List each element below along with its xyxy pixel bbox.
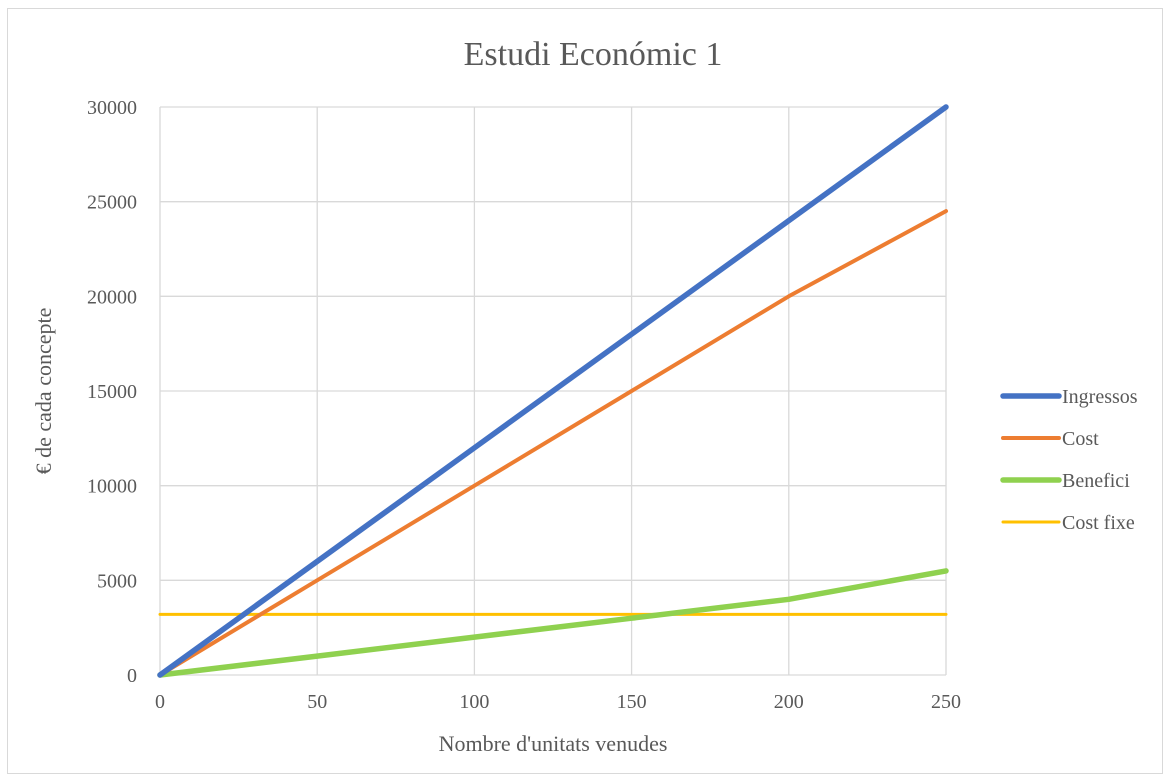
x-tick-label: 250 [931, 691, 961, 713]
y-axis-label: € de cada concepte [31, 308, 56, 475]
legend-item: Cost fixe [1003, 512, 1135, 534]
y-tick-label: 0 [127, 665, 137, 687]
x-tick-label: 100 [459, 691, 489, 713]
y-axis-ticks: 0 5000 10000 15000 20000 25000 30000 [87, 97, 137, 687]
legend-item: Benefici [1003, 470, 1130, 492]
legend: Ingressos Cost Benefici Cost fixe [1003, 386, 1138, 534]
chart-title: Estudi Económic 1 [464, 36, 723, 73]
x-tick-label: 150 [617, 691, 647, 713]
y-tick-label: 5000 [97, 570, 137, 592]
x-axis-ticks: 0 50 100 150 200 250 [155, 691, 961, 713]
x-tick-label: 200 [774, 691, 804, 713]
legend-item: Ingressos [1003, 386, 1138, 408]
x-tick-label: 50 [307, 691, 327, 713]
y-tick-label: 25000 [87, 192, 137, 214]
legend-item: Cost [1003, 428, 1099, 450]
y-tick-label: 15000 [87, 381, 137, 403]
y-tick-label: 10000 [87, 476, 137, 498]
legend-label: Benefici [1062, 470, 1130, 492]
y-tick-label: 20000 [87, 286, 137, 308]
legend-label: Cost [1062, 428, 1099, 450]
x-axis-label: Nombre d'unitats venudes [439, 731, 668, 756]
legend-label: Cost fixe [1062, 512, 1135, 534]
series-line-cost [160, 211, 946, 675]
x-tick-label: 0 [155, 691, 165, 713]
y-tick-label: 30000 [87, 97, 137, 119]
legend-label: Ingressos [1062, 386, 1138, 408]
